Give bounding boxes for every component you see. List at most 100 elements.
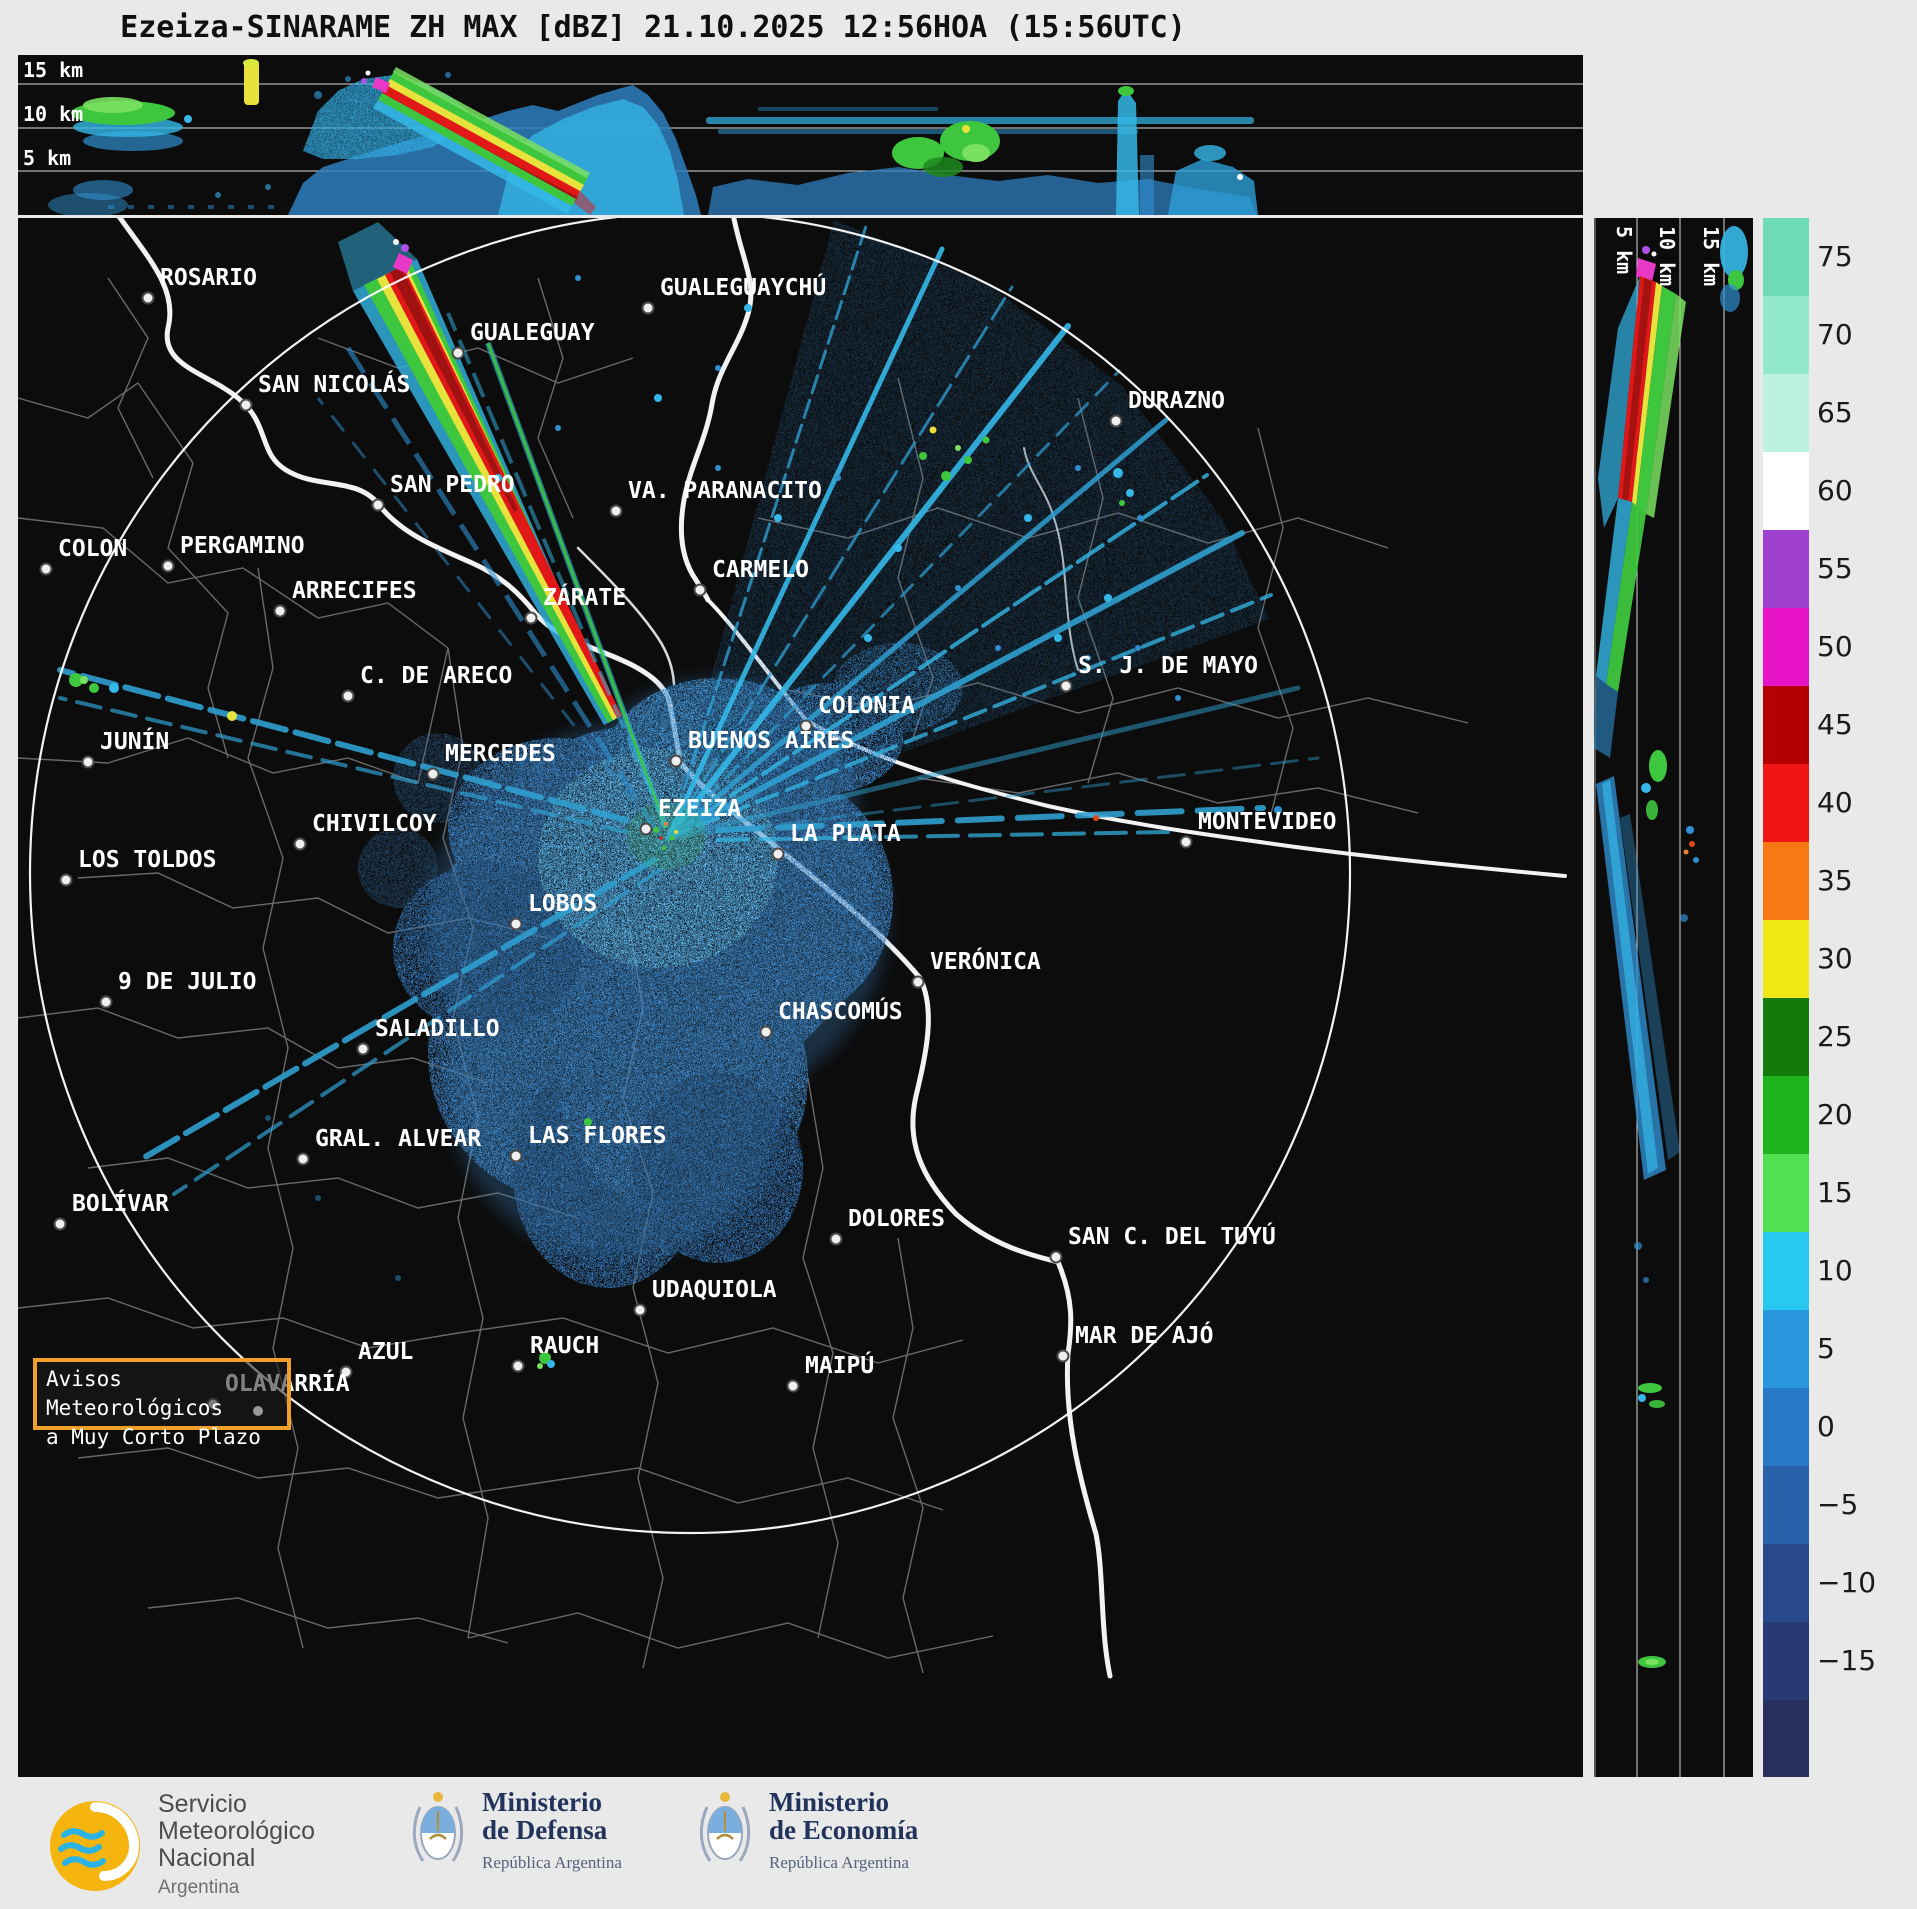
smn-name: Servicio Meteorológico Nacional Argentin… [158, 1791, 315, 1901]
city-label: C. DE ARECO [360, 663, 512, 689]
city-label: GUALEGUAYCHÚ [660, 273, 826, 301]
city-label: LOBOS [528, 891, 597, 917]
city-label: PERGAMINO [180, 533, 305, 559]
colorbar-tick-label: −5 [1817, 1488, 1859, 1521]
city-dot [161, 559, 175, 573]
city-dot [356, 1042, 370, 1056]
parana-delta-channel [576, 546, 676, 686]
city-dot [141, 291, 155, 305]
city-label: ZÁRATE [543, 583, 626, 611]
city-dot [293, 837, 307, 851]
interference-beam-nnw [316, 222, 669, 835]
ministry-economia-line1: Ministerio [769, 1786, 889, 1817]
height-label-10km: 10 km [23, 102, 84, 126]
ministry-economia-text: Ministerio de Economía República Argenti… [769, 1788, 918, 1877]
city-dot [509, 917, 523, 931]
city-label: EZEIZA [658, 796, 741, 822]
city-dot [609, 504, 623, 518]
colorbar-segment [1763, 764, 1809, 842]
colorbar-segment [1763, 920, 1809, 998]
footer: Servicio Meteorológico Nacional Argentin… [0, 1777, 1917, 1909]
colorbar-segment [1763, 1466, 1809, 1544]
ministry-defensa-subtitle: República Argentina [482, 1852, 622, 1872]
colorbar-tick-labels: 75 70 65 60 55 50 45 40 35 30 25 20 15 10 5 0 −5 −10 −15 [1817, 218, 1912, 1778]
height-label-15km-v: 15 km [1699, 226, 1723, 287]
city-dot [341, 689, 355, 703]
page-title: Ezeiza-SINARAME ZH MAX [dBZ] 21.10.2025 … [120, 10, 1186, 45]
city-dot [53, 1217, 67, 1231]
city-dot [771, 847, 785, 861]
city-label: CHASCOMÚS [778, 997, 903, 1025]
city-label: CHIVILCOY [312, 811, 437, 837]
city-dot [911, 975, 925, 989]
city-label: LA PLATA [790, 821, 901, 847]
colorbar-tick-label: 30 [1817, 942, 1853, 975]
city-label: SAN NICOLÁS [258, 370, 410, 398]
ministry-defensa-text: Ministerio de Defensa República Argentin… [482, 1788, 622, 1877]
city-label: COLONIA [818, 693, 915, 719]
city-label: VA. PARANACITO [628, 478, 822, 504]
city-dot [639, 822, 653, 836]
city-dot [371, 498, 385, 512]
city-label: DURAZNO [1128, 388, 1225, 414]
colorbar-segment [1763, 998, 1809, 1076]
city-label: LAS FLORES [528, 1123, 666, 1149]
city-dot [511, 1359, 525, 1373]
interference-beams-wse [57, 667, 1266, 1196]
city-label: MERCEDES [445, 741, 556, 767]
radar-map-graphic: ROSARIO GUALEGUAYCHÚ GUALEGUAY SAN NICOLÁS S… [18, 218, 1567, 1679]
city-dot [239, 398, 253, 412]
colorbar-segment [1763, 530, 1809, 608]
colorbar-tick-label: 50 [1817, 630, 1853, 663]
city-dot [669, 754, 683, 768]
interference-fan-ne [665, 218, 1320, 841]
colorbar-segment [1763, 218, 1809, 296]
warning-line-1: Avisos Meteorológicos [46, 1367, 224, 1420]
city-label: SALADILLO [375, 1016, 500, 1042]
city-dot [693, 583, 707, 597]
city-label: S. J. DE MAYO [1078, 653, 1258, 679]
colorbar-tick-label: 60 [1817, 474, 1853, 507]
colorbar [1763, 218, 1809, 1778]
ministry-defensa-line2: de Defensa [482, 1814, 608, 1845]
city-label: CARMELO [712, 557, 809, 583]
colorbar-tick-label: −15 [1817, 1644, 1877, 1677]
height-label-15km: 15 km [23, 58, 84, 82]
city-dot [339, 1365, 353, 1379]
city-label: SAN PEDRO [390, 472, 515, 498]
city-dot [273, 604, 287, 618]
colorbar-tick-label: 45 [1817, 708, 1853, 741]
city-label: RAUCH [530, 1333, 599, 1359]
city-dot [99, 995, 113, 1009]
cross-section-top-echoes [48, 59, 1258, 215]
city-label: DOLORES [848, 1206, 945, 1232]
ministry-economia-brand: Ministerio de Economía República Argenti… [695, 1787, 918, 1877]
city-label: VERÓNICA [930, 947, 1041, 975]
city-dot [524, 611, 538, 625]
cross-section-top-panel: 15 km 10 km 5 km [18, 55, 1583, 215]
city-dot [509, 1149, 523, 1163]
city-dot [1049, 1250, 1063, 1264]
colorbar-tick-label: 10 [1817, 1254, 1853, 1287]
scattered-echo-cells [69, 275, 1282, 1369]
city-label: BUENOS AIRES [688, 728, 854, 754]
colorbar-segment [1763, 1154, 1809, 1232]
city-dot [1109, 414, 1123, 428]
city-dot [633, 1303, 647, 1317]
colorbar-tick-label: 20 [1817, 1098, 1853, 1131]
city-dot [829, 1232, 843, 1246]
ministry-economia-subtitle: República Argentina [769, 1852, 909, 1872]
city-label: SAN C. DEL TUYÚ [1068, 1222, 1276, 1250]
colorbar-segment [1763, 608, 1809, 686]
cross-section-right-echoes [1594, 226, 1748, 1668]
warning-line-2: a Muy Corto Plazo [46, 1425, 261, 1449]
city-label: MAR DE AJÓ [1075, 1321, 1213, 1349]
city-label: GUALEGUAY [470, 320, 595, 346]
city-dot-under-box [253, 1406, 263, 1416]
height-label-5km: 5 km [23, 146, 72, 170]
colorbar-segment [1763, 452, 1809, 530]
city-dot [759, 1025, 773, 1039]
colorbar-tick-label: 35 [1817, 864, 1853, 897]
city-dot [786, 1379, 800, 1393]
